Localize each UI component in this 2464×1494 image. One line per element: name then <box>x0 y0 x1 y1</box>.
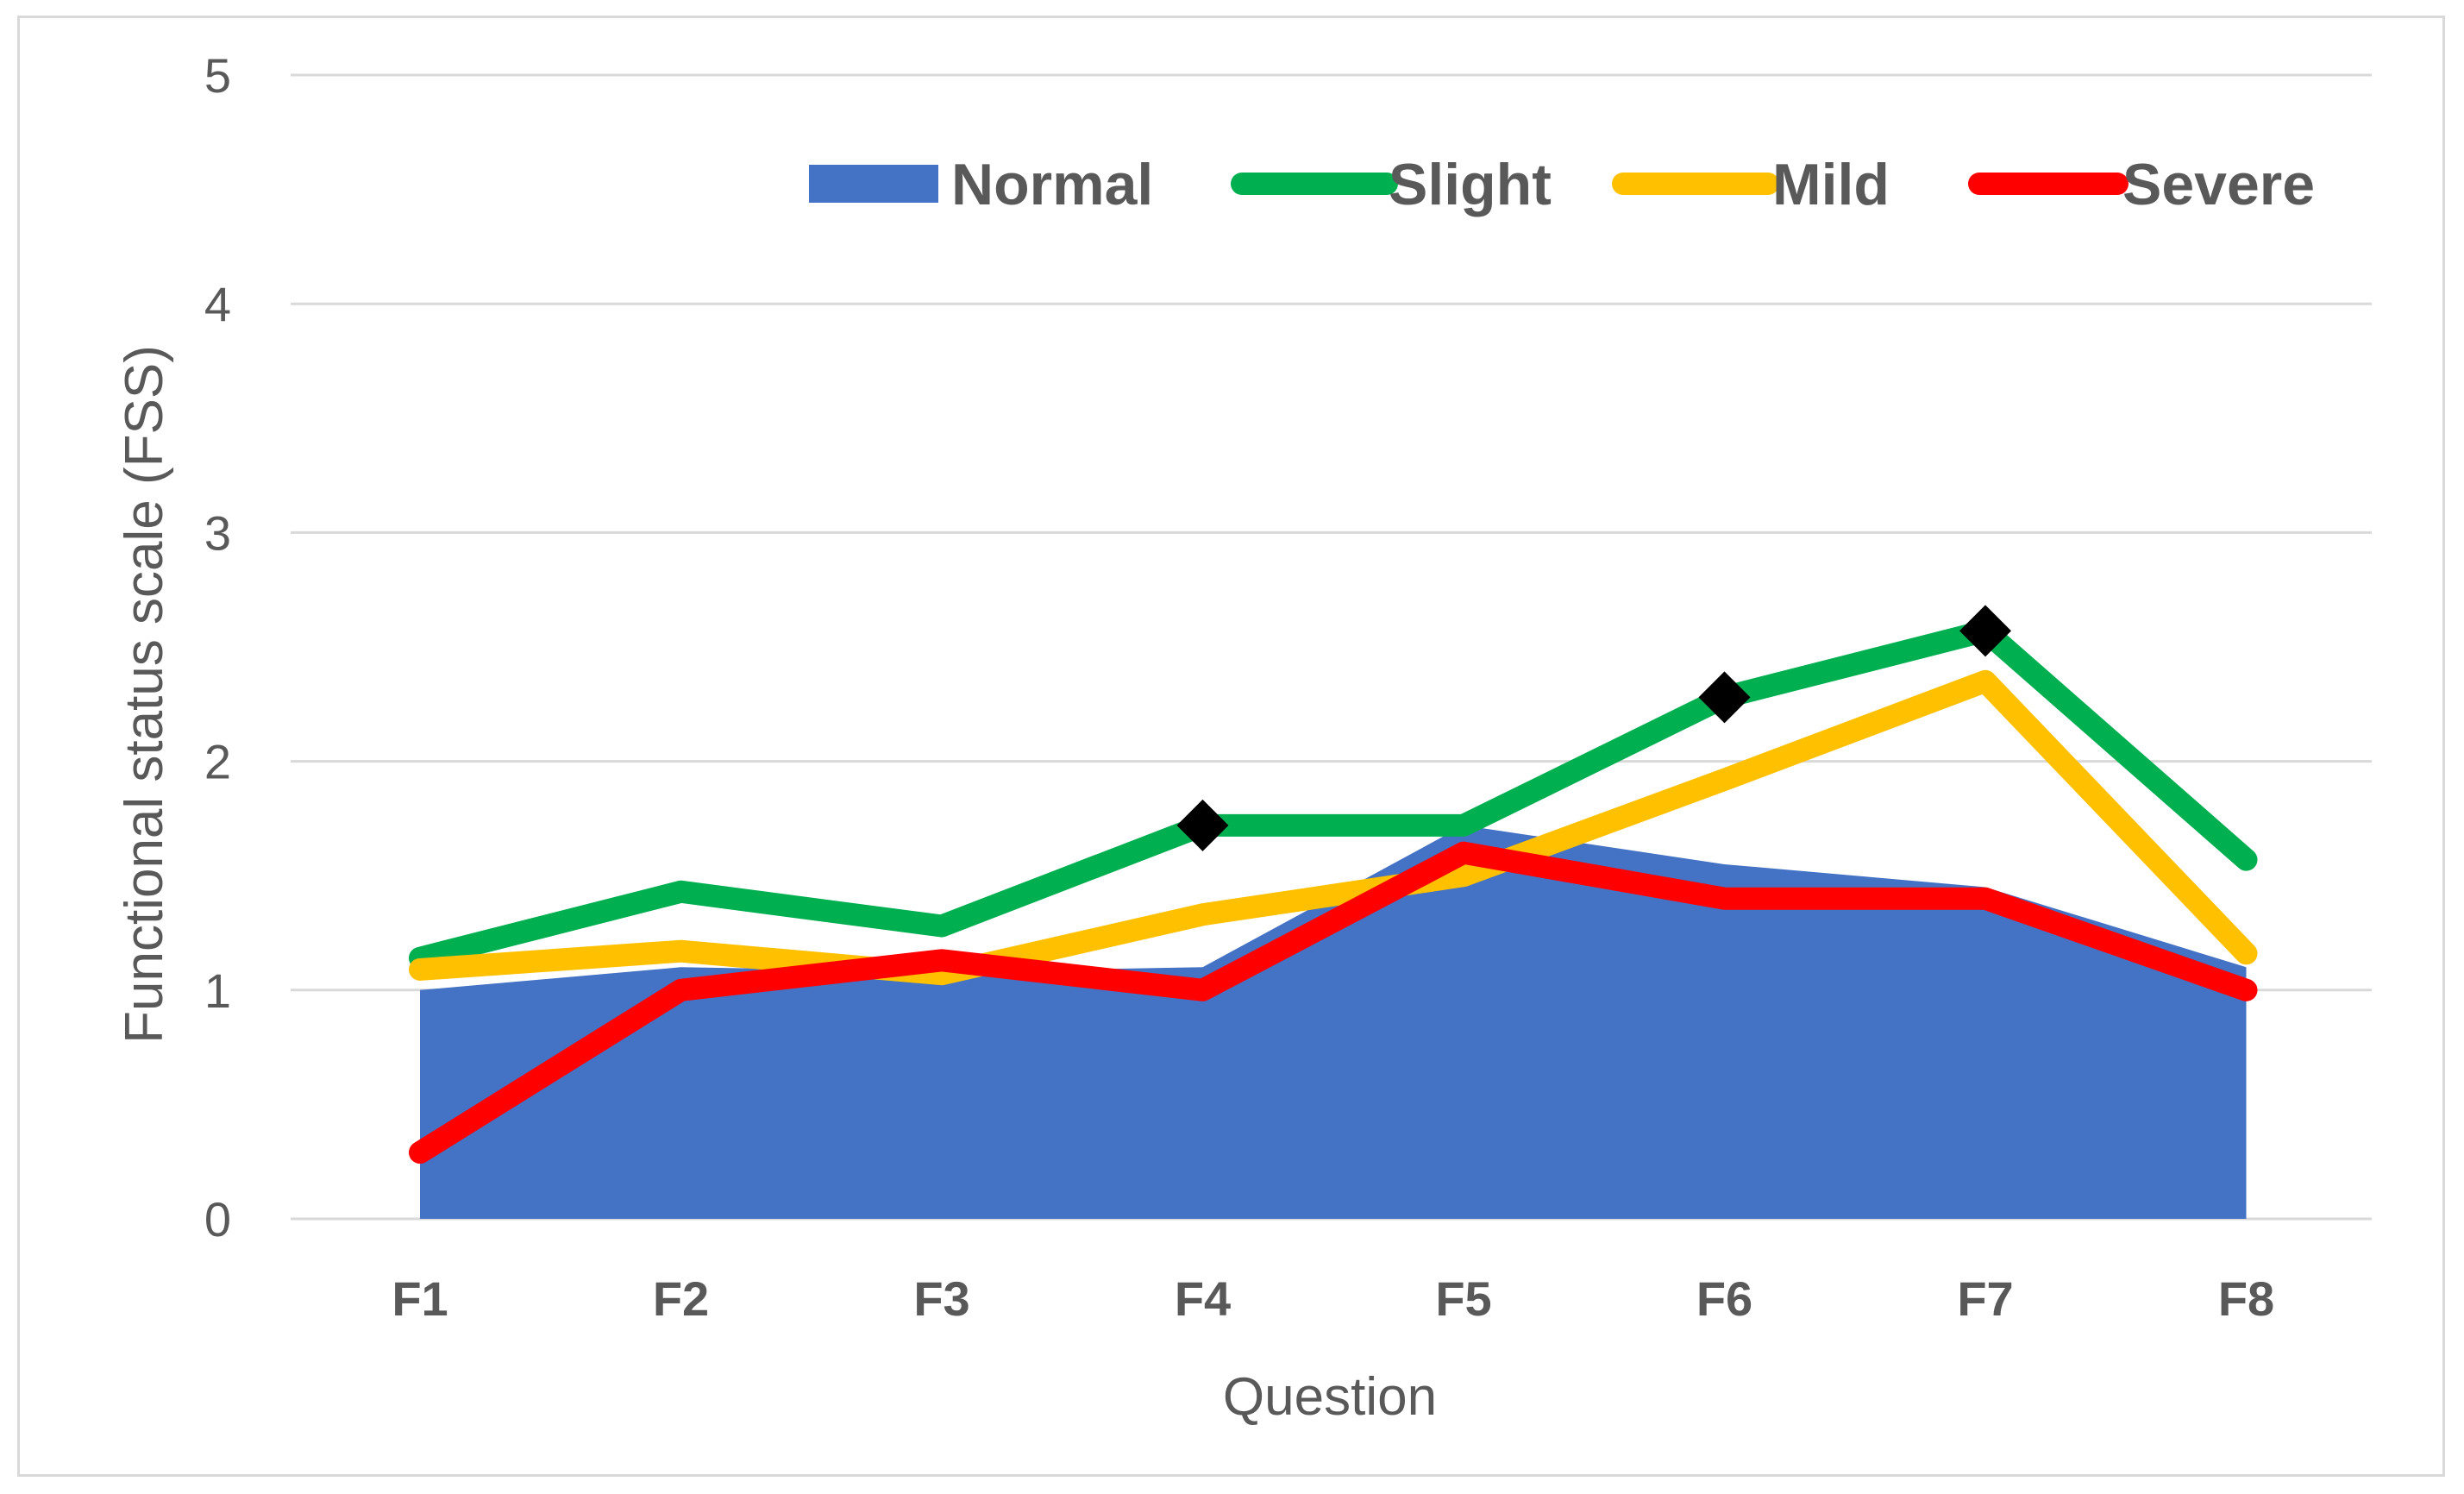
x-tick-label-f5: F5 <box>1435 1271 1491 1326</box>
y-tick-label-0: 0 <box>204 1192 231 1246</box>
x-tick-label-f3: F3 <box>913 1271 969 1326</box>
x-tick-label-f1: F1 <box>392 1271 448 1326</box>
area-series-layer <box>420 825 2247 1219</box>
line-series-severe <box>409 841 2258 1164</box>
x-axis-ticks: F1 F2 F3 F4 F5 F6 F7 F8 <box>392 1271 2274 1326</box>
x-axis-title: Question <box>1223 1367 1437 1427</box>
legend-label-slight: Slight <box>1389 152 1552 217</box>
line-series-slight <box>409 619 2258 970</box>
legend-swatch-normal <box>809 165 938 203</box>
x-tick-label-f8: F8 <box>2218 1271 2274 1326</box>
y-tick-label-5: 5 <box>204 48 231 103</box>
line-series-layer <box>409 619 2258 1164</box>
x-tick-label-f7: F7 <box>1957 1271 2013 1326</box>
x-tick-label-f2: F2 <box>653 1271 709 1326</box>
legend-label-severe: Severe <box>2122 152 2315 217</box>
legend-label-normal: Normal <box>951 152 1153 217</box>
y-axis-ticks: 0 1 2 3 4 5 <box>204 48 231 1246</box>
x-tick-label-f4: F4 <box>1175 1271 1231 1326</box>
marker-slight-f6 <box>1698 671 1751 724</box>
marker-layer <box>1176 605 2011 851</box>
line-series-mild <box>409 669 2258 986</box>
x-tick-label-f6: F6 <box>1696 1271 1752 1326</box>
y-tick-label-1: 1 <box>204 964 231 1018</box>
y-tick-label-2: 2 <box>204 735 231 789</box>
y-tick-label-3: 3 <box>204 505 231 560</box>
marker-slight-f7 <box>1959 605 2011 657</box>
y-tick-label-4: 4 <box>204 277 231 331</box>
area-series-normal <box>420 825 2247 1219</box>
marker-slight-f4 <box>1176 799 1229 851</box>
y-axis-title: Functional status scale (FSS) <box>115 345 174 1044</box>
legend: Normal Slight Mild Severe <box>809 152 2315 217</box>
legend-label-mild: Mild <box>1772 152 1890 217</box>
